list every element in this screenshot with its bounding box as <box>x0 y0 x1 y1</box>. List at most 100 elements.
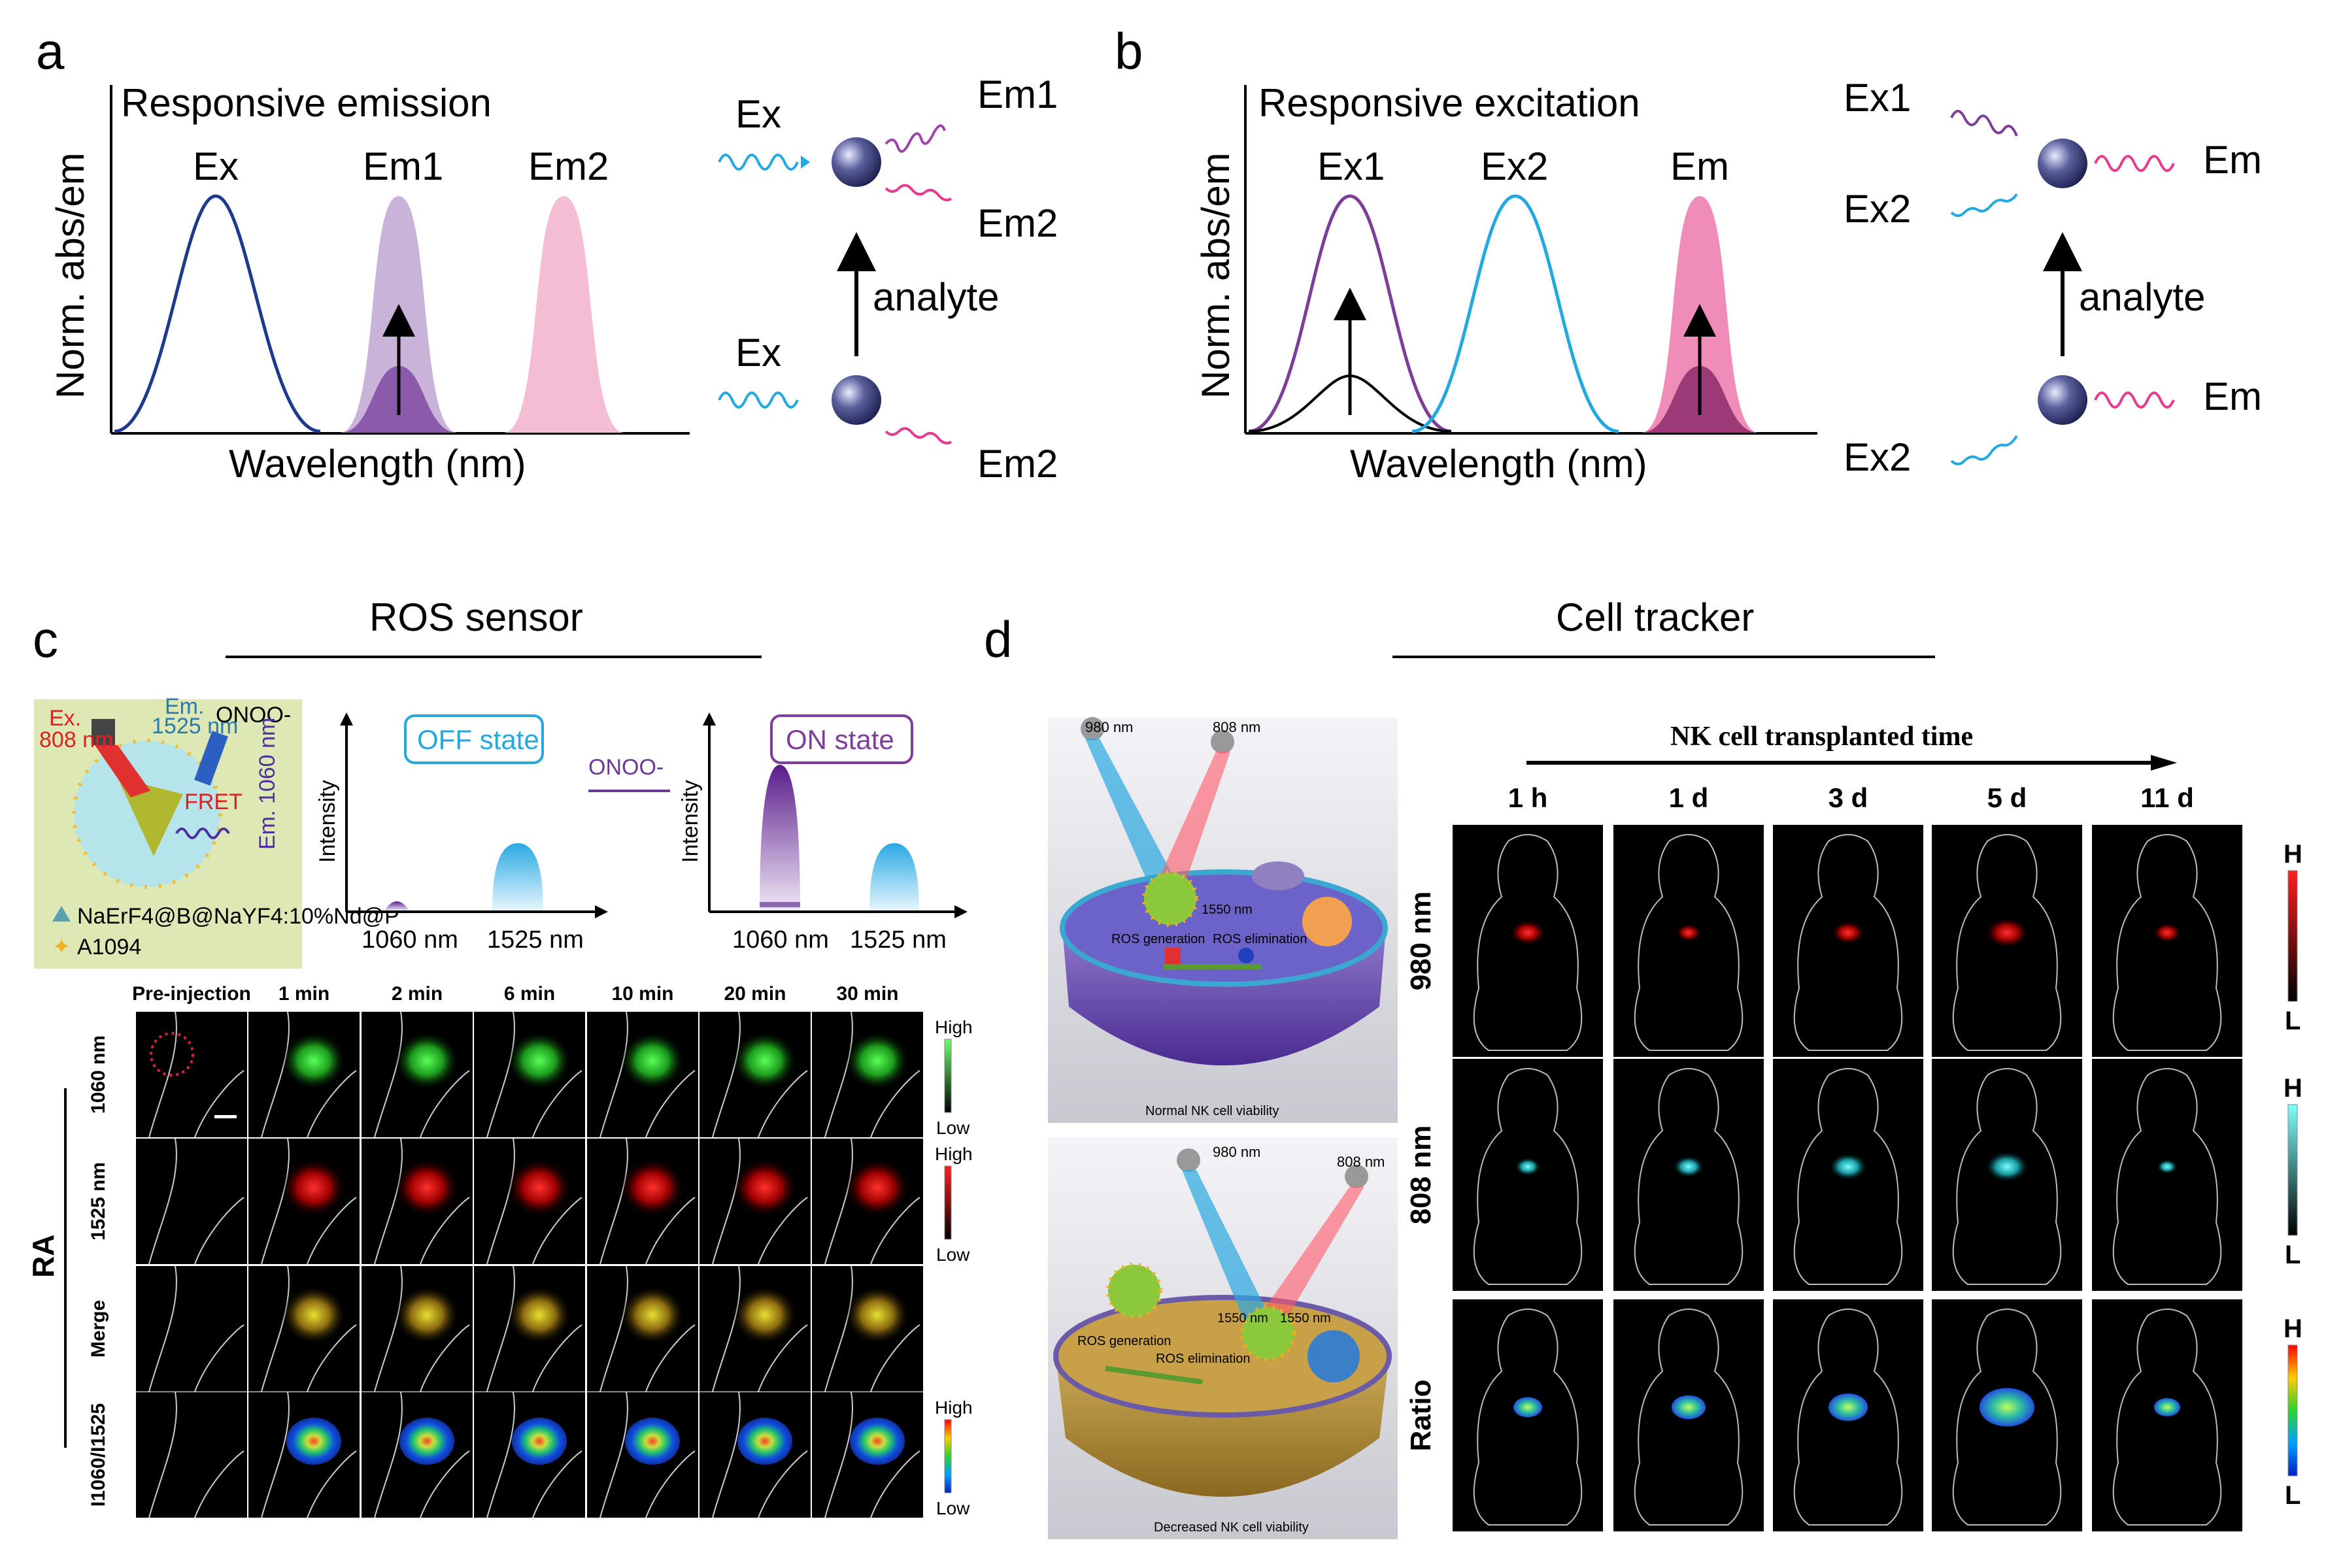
illustration-decreased-viability: 980 nm 808 nm 1550 nm 1550 nm ROS genera… <box>1048 1137 1398 1539</box>
ra-col-header: 2 min <box>392 983 443 1005</box>
peak-ex1-after <box>1248 194 1452 433</box>
off-plot-tick-1525: 1525 nm <box>487 926 584 954</box>
panel-c-header: ROS sensor <box>369 595 583 639</box>
illus-top-ros-gen-icon <box>1165 948 1181 964</box>
illus-bottom-laser-808-icon <box>1345 1165 1368 1188</box>
ra-cell-outline <box>599 1392 628 1518</box>
ra-cell-outline <box>758 1450 808 1518</box>
on-plot-peak-1060 <box>760 765 800 910</box>
tracker-scale-low: L <box>2285 1007 2301 1035</box>
on-plot-tick-1060: 1060 nm <box>732 926 829 954</box>
illus-bottom-ros-elim: ROS elimination <box>1156 1352 1251 1366</box>
ra-image-cell <box>587 1392 698 1518</box>
ra-cell-outline <box>307 1324 357 1392</box>
tracker-signal-blob <box>1515 1158 1541 1176</box>
tracker-image-cell <box>1932 1299 2082 1531</box>
ra-signal-blob <box>845 1158 910 1217</box>
ra-col-header: 10 min <box>611 983 673 1005</box>
ra-signal-blob <box>507 1031 572 1090</box>
ra-signal-blob <box>281 1158 346 1217</box>
ra-image-cell <box>136 1392 247 1518</box>
ra-signal-blob <box>845 1031 910 1090</box>
ra-group-label: RA <box>26 1235 60 1278</box>
scheme-a-analyte: analyte <box>873 275 999 319</box>
illus-top-ros-elim: ROS elimination <box>1213 932 1307 946</box>
tracker-col-header: 1 h <box>1508 782 1548 813</box>
ra-signal-blob <box>625 1418 680 1465</box>
ra-image-cell <box>812 1138 923 1265</box>
ra-signal-blob <box>737 1418 792 1465</box>
ra-cell-outline <box>758 1324 808 1392</box>
on-plot-baseline-1060 <box>760 902 800 907</box>
ra-cell-background <box>136 1012 247 1137</box>
tracker-signal-blob <box>1829 1153 1868 1180</box>
illus-top-cell-surface <box>1060 869 1388 987</box>
tracker-row-label: 808 nm <box>1405 1126 1437 1225</box>
schematic-ex-wavelength: 808 nm <box>39 727 113 752</box>
ra-scale-high: High <box>935 1144 973 1164</box>
tracker-col-header: 1 d <box>1669 782 1709 813</box>
ra-cell-outline <box>712 1011 741 1138</box>
panel-letter-c: c <box>33 610 58 668</box>
ra-cell-outline <box>599 1138 628 1265</box>
ra-cell-background <box>136 1266 247 1392</box>
ra-image-cell <box>136 1265 247 1392</box>
peak-label-em1: Em1 <box>363 144 443 188</box>
particle-b-top <box>2038 139 2087 188</box>
tracker-row-labels: 980 nm 808 nm Ratio <box>1405 892 1437 1452</box>
ra-cell-outline <box>645 1197 696 1265</box>
tracker-image-cell <box>1453 825 1603 1057</box>
mouse-outline <box>1473 834 1583 1051</box>
illus-top-1550: 1550 nm <box>1202 903 1253 917</box>
tracker-scale-low: L <box>2285 1241 2301 1269</box>
scheme-b-bottom-in: Ex2 <box>1844 435 1911 479</box>
mouse-outline <box>1473 1068 1583 1285</box>
ra-scale-low: Low <box>936 1498 970 1518</box>
ra-cell-outline <box>712 1138 741 1265</box>
tracker-row-label: 980 nm <box>1405 892 1437 991</box>
ra-signal-blob <box>399 1418 454 1465</box>
ra-color-scale-bar <box>944 1165 952 1240</box>
ra-image-cell <box>362 1265 473 1392</box>
peak-label-ex1: Ex1 <box>1317 144 1385 188</box>
timeline-arrow-head <box>2151 755 2177 771</box>
ra-signal-blob <box>281 1031 346 1090</box>
wave-b-top-out <box>2094 155 2175 172</box>
ra-scale-high: High <box>935 1017 973 1037</box>
ra-cell-outline <box>758 1197 808 1265</box>
tracker-signal-blob <box>1980 1388 2034 1427</box>
ra-cell-outline <box>824 1265 853 1392</box>
ra-col-header: Pre-injection <box>132 983 251 1005</box>
tracker-image-cell <box>1773 1299 1923 1531</box>
mouse-outline <box>1952 1068 2062 1285</box>
panel-d: d Cell tracker 980 nm 808 nm 1550 nm ROS… <box>984 595 2302 1539</box>
ra-cell-outline <box>870 1197 920 1265</box>
wave-b-bottom-out <box>2094 392 2175 409</box>
on-state-badge-label: ON state <box>786 724 894 755</box>
off-plot-xaxis-head <box>595 905 608 918</box>
ra-signal-blob <box>507 1158 572 1217</box>
mouse-outline <box>1952 834 2062 1051</box>
illus-top-ros-elim-icon <box>1238 948 1254 963</box>
illus-top-ros-gen: ROS generation <box>1111 932 1205 946</box>
ra-scale-high: High <box>935 1397 973 1418</box>
ra-image-cell <box>362 1138 473 1265</box>
tracker-scale-low: L <box>2285 1481 2301 1510</box>
ra-image-cell <box>587 1011 698 1138</box>
mouse-outline <box>1952 1309 2062 1526</box>
ra-image-cell <box>474 1392 585 1518</box>
on-plot-yaxis-head <box>703 712 716 726</box>
ra-signal-blob <box>286 1418 341 1465</box>
tracker-color-scale-bar <box>2287 1104 2298 1236</box>
tracker-image-cell <box>1773 1059 1923 1291</box>
ra-cell-outline <box>307 1450 357 1518</box>
ra-cell-outline <box>712 1265 741 1392</box>
on-state-badge <box>770 714 913 764</box>
panel-c: c ROS sensor Ex. 808 nm Em. 1525 nm ONOO… <box>26 595 973 1518</box>
mouse-outline <box>1793 1309 1903 1526</box>
tracker-signal-blob <box>1672 1395 1706 1420</box>
scheme-b-analyte: analyte <box>2079 275 2205 319</box>
laser-808-beam <box>95 745 150 797</box>
schematic-em1525-label: Em. <box>165 694 204 719</box>
ra-image-cell <box>587 1265 698 1392</box>
